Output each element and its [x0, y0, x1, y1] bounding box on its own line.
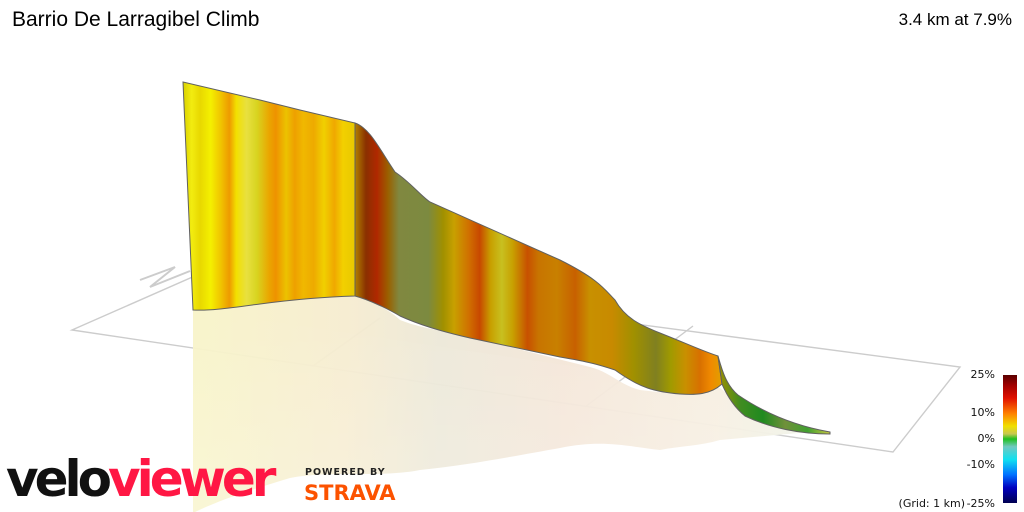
- legend-label-10: 10%: [970, 406, 995, 419]
- logo-velo: velo: [6, 450, 112, 508]
- powered-by-label: POWERED BY: [305, 467, 386, 478]
- profile-wall-tail: [717, 355, 831, 435]
- strava-logo[interactable]: STRAVA: [304, 481, 396, 505]
- grid-scale-note: (Grid: 1 km): [898, 497, 965, 510]
- legend-label-max: 25%: [970, 368, 995, 381]
- legend-label-min: -25%: [966, 497, 995, 510]
- legend-label-neg10: -10%: [966, 458, 995, 471]
- logo-viewer: viewer: [108, 450, 276, 508]
- profile-wall-upper: [182, 81, 356, 311]
- climb-title: Barrio De Larragibel Climb: [12, 8, 260, 31]
- veloviewer-logo[interactable]: veloviewer: [6, 450, 276, 511]
- direction-arrow-icon: [139, 266, 191, 288]
- climb-summary: 3.4 km at 7.9%: [898, 10, 1012, 29]
- legend-label-0: 0%: [977, 432, 995, 445]
- gradient-color-scale: [1003, 375, 1017, 503]
